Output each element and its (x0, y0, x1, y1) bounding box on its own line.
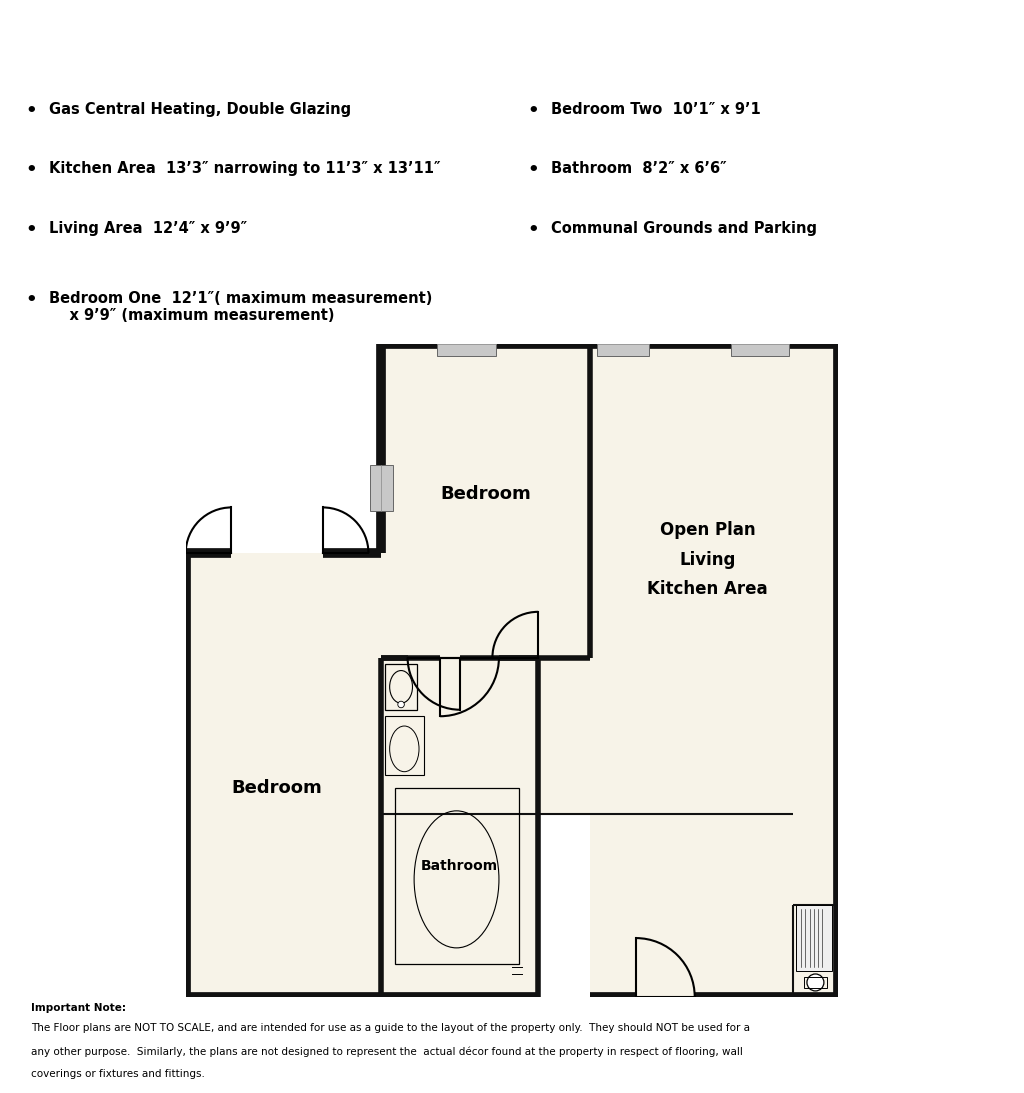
Text: Gas Central Heating, Double Glazing: Gas Central Heating, Double Glazing (49, 103, 351, 117)
Text: Bathroom  8’2″ x 6’6″: Bathroom 8’2″ x 6’6″ (551, 162, 727, 176)
Text: Bathroom: Bathroom (421, 859, 499, 873)
Text: •: • (527, 103, 539, 120)
Text: coverings or fixtures and fittings.: coverings or fixtures and fittings. (31, 1069, 205, 1079)
Bar (597, 332, 649, 356)
Bar (730, 332, 790, 356)
Bar (804, 976, 827, 988)
Text: •: • (26, 103, 37, 120)
Bar (382, 658, 590, 814)
Bar (437, 332, 496, 356)
Text: •: • (527, 221, 539, 238)
Text: •: • (26, 291, 37, 308)
Text: Bedroom Two  10’1″ x 9’1: Bedroom Two 10’1″ x 9’1 (551, 103, 761, 117)
Text: Bedroom: Bedroom (440, 485, 531, 504)
Text: •: • (26, 221, 37, 238)
Text: Communal Grounds and Parking: Communal Grounds and Parking (551, 221, 817, 236)
Text: Kitchen Area  13’3″ narrowing to 11’3″ x 13’11″: Kitchen Area 13’3″ narrowing to 11’3″ x … (49, 162, 440, 176)
Text: Bedroom: Bedroom (231, 779, 323, 797)
Text: The Floor plans are NOT TO SCALE, and are intended for use as a guide to the lay: The Floor plans are NOT TO SCALE, and ar… (31, 1023, 750, 1033)
Text: •: • (527, 162, 539, 179)
Text: Open Plan
Living
Kitchen Area: Open Plan Living Kitchen Area (647, 521, 768, 598)
Text: Bedroom One  12’1″( maximum measurement)
    x 9’9″ (maximum measurement): Bedroom One 12’1″( maximum measurement) … (49, 291, 432, 322)
Bar (796, 905, 831, 971)
Bar (394, 788, 518, 964)
Circle shape (397, 702, 404, 708)
Bar (382, 344, 590, 658)
Text: Living Area  12’4″ x 9’9″: Living Area 12’4″ x 9’9″ (49, 221, 247, 236)
Bar (370, 465, 393, 510)
Bar (590, 344, 839, 997)
Circle shape (807, 974, 824, 991)
Text: any other purpose.  Similarly, the plans are not designed to represent the  actu: any other purpose. Similarly, the plans … (31, 1047, 742, 1058)
Bar (385, 665, 418, 709)
Text: Important Note:: Important Note: (31, 1003, 126, 1013)
Bar (385, 716, 424, 775)
Text: •: • (26, 162, 37, 179)
Bar (185, 553, 382, 997)
Text: Stoneygate Grangeʼ Elms Road  Stoneygate  Leicester: Stoneygate Grangeʼ Elms Road Stoneygate … (88, 24, 936, 51)
Bar (382, 658, 538, 997)
